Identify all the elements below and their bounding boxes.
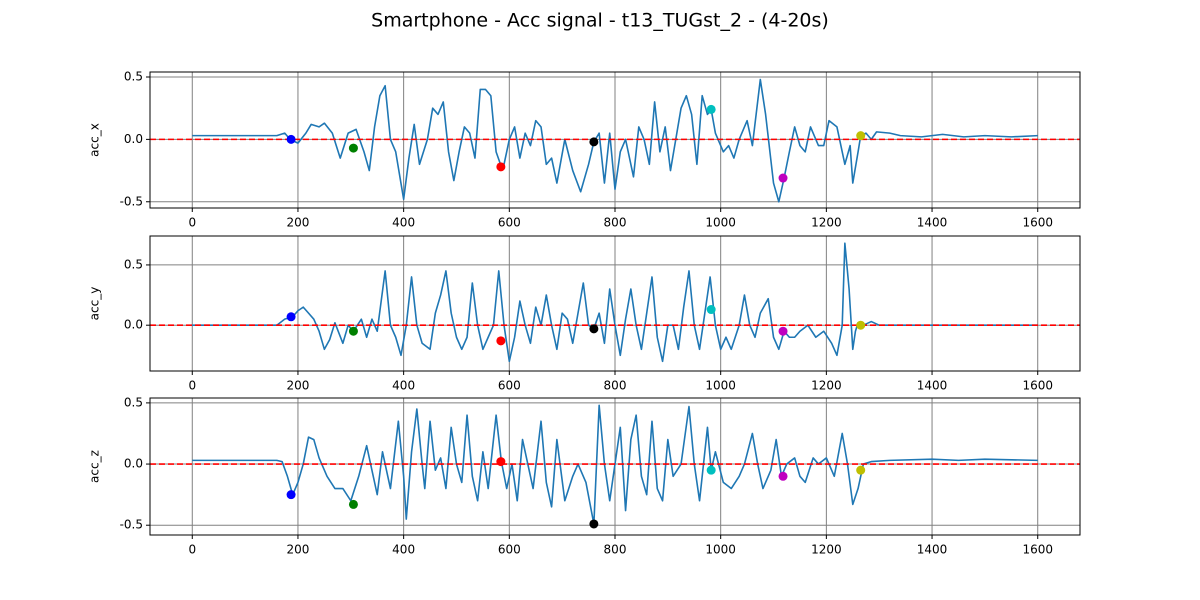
axes-frame xyxy=(149,71,1081,209)
x-tick-label: 600 xyxy=(498,216,521,230)
event-marker xyxy=(778,326,788,336)
y-tick-label: 0.5 xyxy=(124,69,143,83)
event-marker xyxy=(856,131,866,141)
x-tick-label: 1200 xyxy=(811,216,842,230)
x-tick-label: 200 xyxy=(287,543,310,557)
event-marker xyxy=(589,519,599,529)
x-tick-label: 400 xyxy=(392,543,415,557)
event-marker xyxy=(286,490,296,500)
x-tick-label: 600 xyxy=(498,379,521,393)
x-tick-label: 800 xyxy=(604,379,627,393)
y-tick-label: 0.5 xyxy=(124,257,143,271)
x-tick-label: 1600 xyxy=(1022,379,1053,393)
x-tick-label: 1000 xyxy=(705,543,736,557)
event-marker xyxy=(286,134,296,144)
x-tick-label: 1000 xyxy=(705,379,736,393)
event-marker xyxy=(706,305,716,315)
x-tick-label: 200 xyxy=(287,379,310,393)
x-tick-label: 1600 xyxy=(1022,543,1053,557)
x-tick-label: 600 xyxy=(498,543,521,557)
event-marker xyxy=(778,471,788,481)
y-axis-label: acc_x xyxy=(88,123,102,157)
event-marker xyxy=(348,143,358,153)
event-marker xyxy=(496,162,506,172)
y-tick-label: -0.5 xyxy=(120,194,143,208)
x-tick-label: 1400 xyxy=(917,379,948,393)
event-marker xyxy=(348,326,358,336)
x-tick-label: 0 xyxy=(188,216,196,230)
event-marker xyxy=(496,336,506,346)
x-tick-label: 800 xyxy=(604,216,627,230)
axes-frame xyxy=(149,397,1081,536)
event-marker xyxy=(589,137,599,147)
x-tick-label: 1200 xyxy=(811,543,842,557)
event-marker xyxy=(706,104,716,114)
event-marker xyxy=(856,465,866,475)
signal-line xyxy=(192,78,1038,203)
event-marker xyxy=(348,499,358,509)
x-tick-label: 1000 xyxy=(705,216,736,230)
y-axis-label: acc_z xyxy=(88,450,102,483)
event-marker xyxy=(496,457,506,467)
event-marker xyxy=(286,312,296,322)
y-axis-label: acc_y xyxy=(88,287,102,321)
figure-title: Smartphone - Acc signal - t13_TUGst_2 - … xyxy=(371,10,829,32)
event-marker xyxy=(589,324,599,334)
event-marker xyxy=(856,320,866,330)
event-marker xyxy=(778,173,788,183)
signal-line xyxy=(192,404,1038,525)
y-tick-label: -0.5 xyxy=(120,518,143,532)
y-tick-label: 0.0 xyxy=(124,457,143,471)
x-tick-label: 0 xyxy=(188,379,196,393)
event-marker xyxy=(706,465,716,475)
x-tick-label: 400 xyxy=(392,379,415,393)
x-tick-label: 0 xyxy=(188,543,196,557)
y-tick-label: 0.0 xyxy=(124,132,143,146)
x-tick-label: 1200 xyxy=(811,379,842,393)
x-tick-label: 1600 xyxy=(1022,216,1053,230)
x-tick-label: 1400 xyxy=(917,543,948,557)
x-tick-label: 800 xyxy=(604,543,627,557)
axes-frame xyxy=(149,235,1081,372)
x-tick-label: 1400 xyxy=(917,216,948,230)
y-tick-label: 0.5 xyxy=(124,395,143,409)
y-tick-label: 0.0 xyxy=(124,318,143,332)
x-tick-label: 200 xyxy=(287,216,310,230)
x-tick-label: 400 xyxy=(392,216,415,230)
